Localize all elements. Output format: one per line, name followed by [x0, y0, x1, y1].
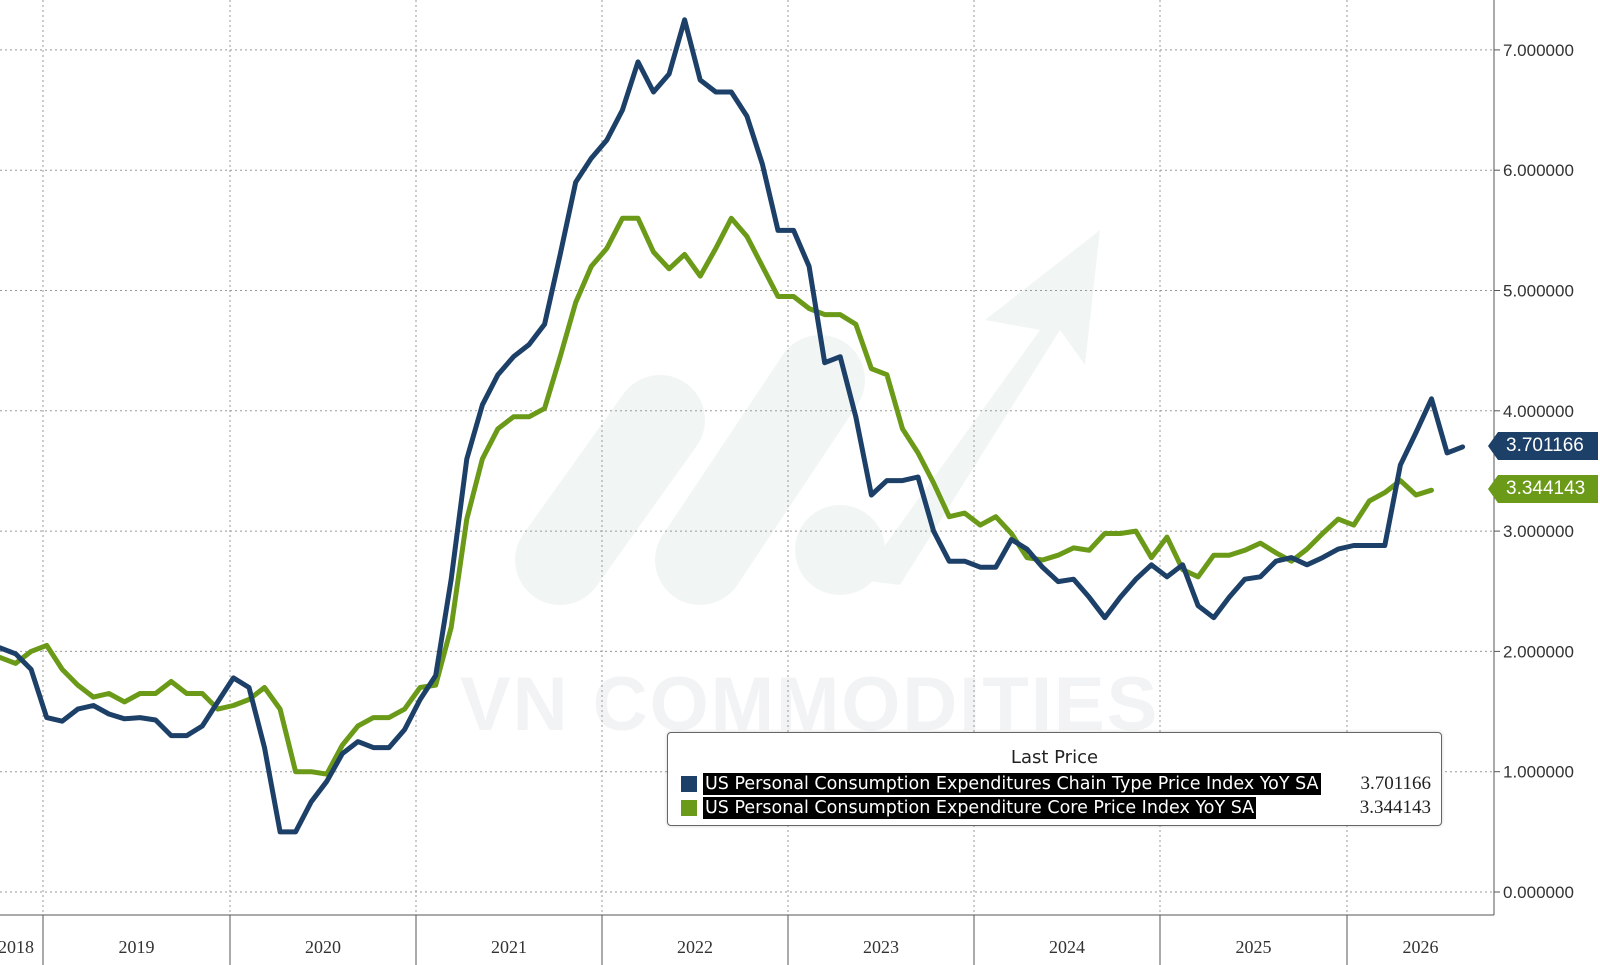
legend-title: Last Price [1010, 747, 1099, 768]
grid [0, 0, 1494, 915]
series-line-core-pce [0, 215, 1434, 777]
legend-row-headline-pce: US Personal Consumption Expenditures Cha… [681, 773, 1431, 795]
x-tick-label-2024: 2024 [1049, 937, 1085, 957]
y-tick-label-1: 1.000000 [1503, 763, 1574, 782]
y-tick-label-7: 7.000000 [1503, 41, 1574, 60]
watermark: VN COMMODITIES [460, 230, 1157, 747]
legend-name-core-pce: US Personal Consumption Expenditure Core… [703, 797, 1257, 819]
x-tick-label-2020: 2020 [305, 937, 341, 957]
last-value-badge-headline-pce: 3.701166 [1488, 432, 1598, 460]
watermark-arrow-icon [860, 230, 1100, 585]
x-tick-label-2018: 2018 [0, 937, 34, 957]
legend-value-headline-pce: 3.701166 [1360, 773, 1431, 794]
watermark-dot [795, 505, 885, 595]
x-tick-label-2026: 2026 [1403, 937, 1439, 957]
y-tick-label-3: 3.000000 [1503, 522, 1574, 541]
y-tick-label-4: 4.000000 [1503, 402, 1574, 421]
legend-swatch-core-pce [681, 800, 697, 816]
series-lines [0, 17, 1466, 835]
legend-value-core-pce: 3.344143 [1359, 797, 1431, 818]
x-tick-label-2019: 2019 [119, 937, 155, 957]
watermark-stroke-2 [655, 335, 865, 605]
y-tick-label-0: 0.000000 [1503, 883, 1574, 902]
watermark-stroke-1 [515, 375, 705, 605]
series-line-headline-pce [0, 17, 1466, 835]
y-tick-label-2: 2.000000 [1503, 642, 1574, 661]
y-tick-label-5: 5.000000 [1503, 282, 1574, 301]
x-tick-label-2023: 2023 [863, 937, 899, 957]
x-tick-label-2021: 2021 [491, 937, 527, 957]
x-tick-label-2022: 2022 [677, 937, 713, 957]
y-tick-label-6: 6.000000 [1503, 161, 1574, 180]
legend-swatch-headline-pce [681, 776, 697, 792]
legend: Last Price US Personal Consumption Expen… [667, 732, 1442, 826]
legend-name-headline-pce: US Personal Consumption Expenditures Cha… [703, 773, 1321, 795]
x-tick-label-2025: 2025 [1236, 937, 1272, 957]
legend-row-core-pce: US Personal Consumption Expenditure Core… [681, 797, 1431, 819]
last-value-badge-core-pce: 3.344143 [1488, 475, 1598, 503]
